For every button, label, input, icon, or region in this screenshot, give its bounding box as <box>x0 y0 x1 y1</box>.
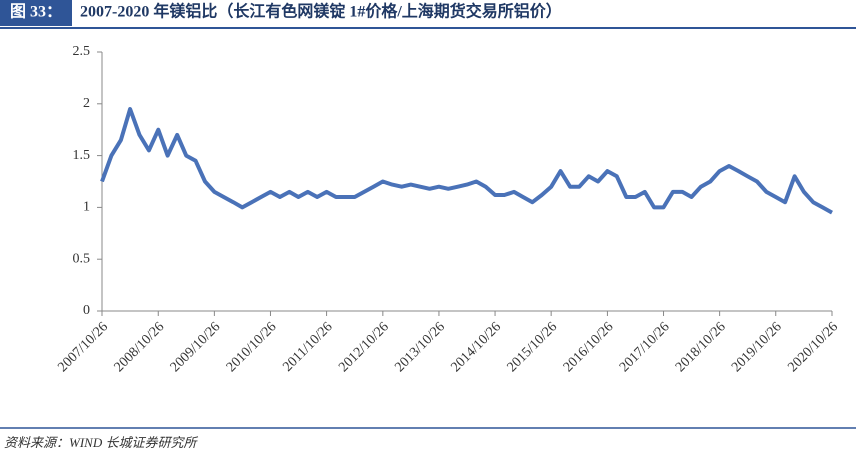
x-tick-label: 2019/10/26 <box>729 319 785 375</box>
x-tick-label: 2016/10/26 <box>561 319 617 375</box>
y-tick-label: 2.5 <box>73 44 91 59</box>
source: 资料来源：WIND 长城证券研究所 <box>4 435 198 450</box>
y-tick-label: 0.5 <box>73 251 91 266</box>
x-tick-label: 2007/10/26 <box>55 319 111 375</box>
x-tick-label: 2014/10/26 <box>448 319 504 375</box>
y-tick-label: 1 <box>83 200 90 215</box>
x-tick-label: 2013/10/26 <box>392 319 448 375</box>
x-tick-label: 2018/10/26 <box>673 319 729 375</box>
x-tick-label: 2008/10/26 <box>112 319 168 375</box>
x-tick-label: 2010/10/26 <box>224 319 280 375</box>
figure-label: 图 33： <box>10 3 62 21</box>
x-tick-label: 2012/10/26 <box>336 319 392 375</box>
x-tick-label: 2015/10/26 <box>505 319 561 375</box>
x-tick-label: 2011/10/26 <box>280 319 335 374</box>
chart-title: 2007-2020 年镁铝比（长江有色网镁锭 1#价格/上海期货交易所铝价） <box>80 2 562 21</box>
x-tick-label: 2020/10/26 <box>785 319 841 375</box>
line-series <box>100 107 833 215</box>
x-tick-label: 2009/10/26 <box>168 319 224 375</box>
y-tick-label: 0 <box>83 303 90 318</box>
y-tick-label: 2 <box>83 96 90 111</box>
label-box <box>0 0 72 26</box>
y-tick-label: 1.5 <box>73 148 91 163</box>
x-tick-label: 2017/10/26 <box>617 319 673 375</box>
